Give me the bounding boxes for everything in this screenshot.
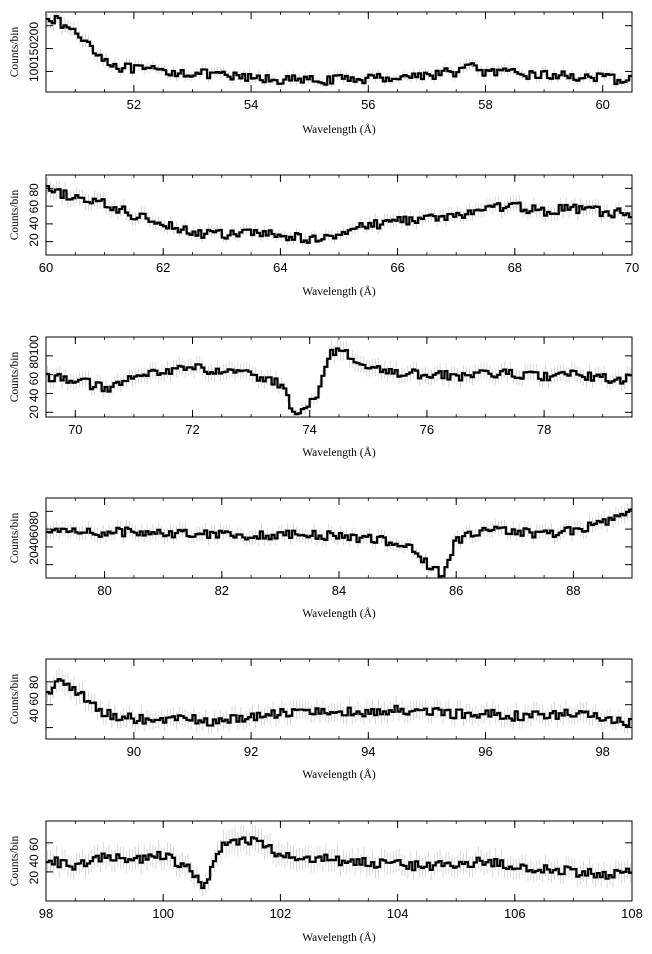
panel-5-ytick-labels: 40 60 80 [27, 675, 41, 722]
panel-3-xlabel: Wavelength (Å) [302, 445, 376, 459]
panel-5-spectrum-line [46, 678, 632, 728]
x-tick-label: 56 [361, 97, 375, 112]
x-tick-label: 100 [152, 906, 174, 921]
x-tick-label: 96 [478, 744, 492, 759]
panel-5-xticks: 90 92 94 96 98 [45, 659, 633, 759]
panel-4-ylabel: Counts/bin [9, 513, 21, 564]
panel-4-xlabel: Wavelength (Å) [302, 606, 376, 620]
panel-4-spectrum-line [46, 508, 632, 578]
x-tick-label: 90 [127, 744, 141, 759]
panel-6-xlabel: Wavelength (Å) [302, 930, 376, 944]
x-tick-label: 60 [39, 260, 53, 275]
panel-5: 90 92 94 96 98 40 60 80 Counts/bin Wavelengt… [9, 658, 633, 781]
panel-3-ytick-labels: 20 40 60 80100 [27, 335, 41, 419]
x-tick-label: 78 [537, 422, 551, 437]
x-tick-label: 104 [387, 906, 409, 921]
x-tick-label: 64 [273, 260, 287, 275]
panel-1-xlabel: Wavelength (Å) [302, 122, 376, 136]
panel-1-xticks: 52 54 56 58 60 [45, 12, 633, 112]
x-tick-label: 80 [97, 583, 111, 598]
panel-5-xlabel: Wavelength (Å) [302, 767, 376, 781]
panel-4-xticks: 80 82 84 86 88 [45, 498, 633, 598]
panel-1-error-bars [47, 12, 631, 89]
panel-2-ylabel: Counts/bin [9, 190, 21, 241]
panel-6-xticks: 98 100 102 104 106 108 [39, 821, 643, 921]
panel-3-xticks: 70 72 74 76 78 [45, 336, 633, 437]
panel-6-ylabel: Counts/bin [9, 836, 21, 887]
x-tick-label: 98 [39, 906, 53, 921]
panel-5-ylabel: Counts/bin [9, 674, 21, 725]
panel-4-ytick-labels: 20406080 [27, 511, 41, 565]
panel-4: 80 82 84 86 88 20406080 Counts/bin Wavelengt… [9, 497, 633, 620]
panel-1-ytick-labels: 100150200 [27, 22, 41, 82]
x-tick-label: 72 [185, 422, 199, 437]
panel-2: 60 62 64 66 68 70 20 40 60 80 Counts/bin Wave… [9, 174, 639, 298]
x-tick-label: 52 [127, 97, 141, 112]
panel-2-spectrum-line [46, 185, 632, 244]
panel-6-error-bars [47, 824, 631, 897]
x-tick-label: 102 [270, 906, 292, 921]
panel-2-xticks: 60 62 64 66 68 70 [39, 175, 639, 275]
panel-3: 70 72 74 76 78 20 40 60 80100 Counts/bin Wav… [9, 335, 633, 459]
x-tick-label: 88 [566, 583, 580, 598]
x-tick-label: 70 [625, 260, 639, 275]
x-tick-label: 58 [478, 97, 492, 112]
x-tick-label: 84 [332, 583, 346, 598]
panel-6: 98 100 102 104 106 108 20 40 60 Counts/bin Wa… [9, 820, 643, 944]
x-tick-label: 108 [621, 906, 643, 921]
panel-6-ytick-labels: 20 40 60 [27, 837, 41, 884]
panel-6-spectrum-line [46, 836, 632, 890]
x-tick-label: 66 [390, 260, 404, 275]
panel-1-spectrum-line [46, 14, 632, 86]
x-tick-label: 74 [302, 422, 316, 437]
panel-1-frame [45, 11, 633, 93]
x-tick-label: 76 [420, 422, 434, 437]
panel-2-ytick-labels: 20 40 60 80 [27, 183, 41, 247]
x-tick-label: 94 [361, 744, 375, 759]
panel-1-ylabel: Counts/bin [9, 27, 21, 78]
x-tick-label: 70 [68, 422, 82, 437]
x-tick-label: 54 [244, 97, 258, 112]
panel-2-xlabel: Wavelength (Å) [302, 284, 376, 298]
x-tick-label: 98 [595, 744, 609, 759]
panel-1: 52 54 56 58 60 100150200 Counts/bin Waveleng… [9, 11, 633, 136]
x-tick-label: 106 [504, 906, 526, 921]
x-tick-label: 82 [215, 583, 229, 598]
x-tick-label: 86 [449, 583, 463, 598]
x-tick-label: 92 [244, 744, 258, 759]
x-tick-label: 60 [595, 97, 609, 112]
x-tick-label: 68 [508, 260, 522, 275]
panel-3-ylabel: Counts/bin [9, 352, 21, 403]
x-tick-label: 62 [156, 260, 170, 275]
panel-5-frame [45, 658, 633, 740]
panel-3-spectrum-line [46, 347, 632, 416]
